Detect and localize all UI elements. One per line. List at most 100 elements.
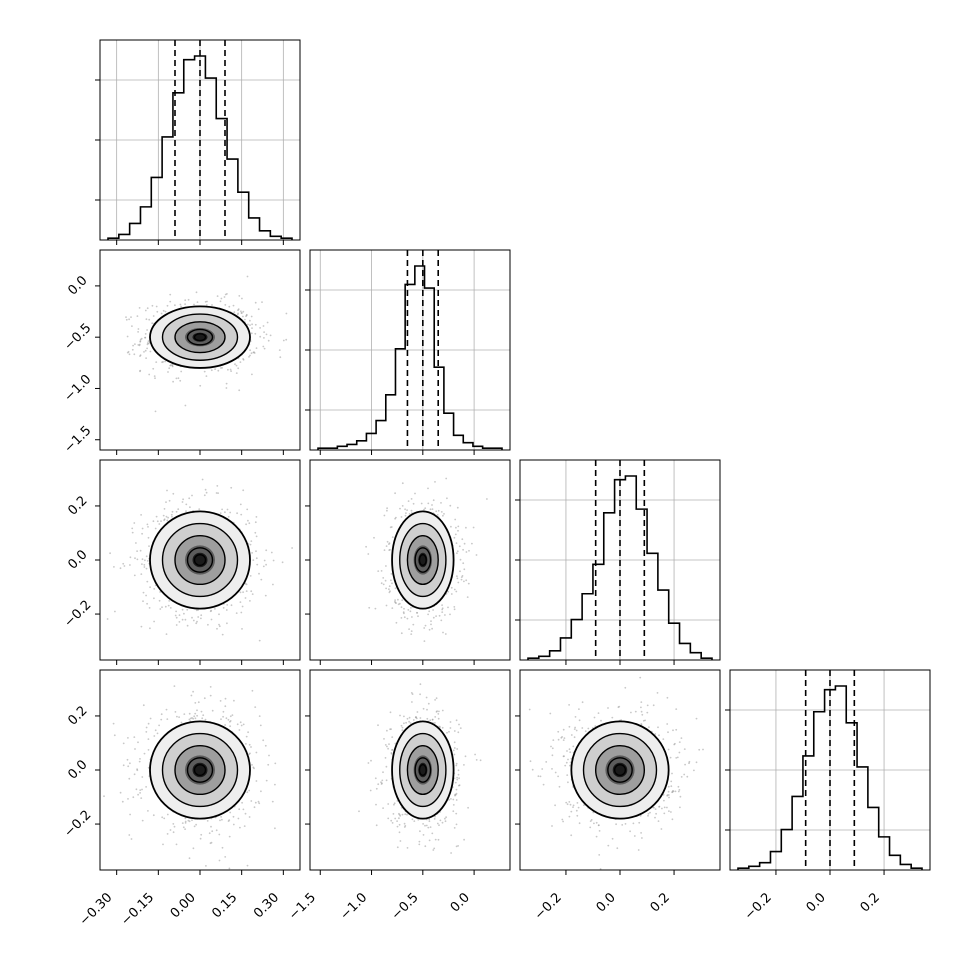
sample-point [245,743,247,745]
sample-point [205,719,207,721]
sample-point [236,365,238,367]
sample-point [184,299,186,301]
sample-point [217,370,219,372]
sample-point [251,764,253,766]
sample-point [182,619,184,621]
sample-point [368,762,370,764]
sample-point [113,566,115,568]
sample-point [390,579,392,581]
sample-point [242,489,244,491]
sample-point [220,300,222,302]
sample-point [176,617,178,619]
sample-point [128,318,130,320]
sample-point [120,792,122,794]
sample-point [465,527,467,529]
sample-point [416,612,418,614]
sample-point [434,699,436,701]
sample-point [459,570,461,572]
sample-point [200,614,202,616]
sample-point [137,315,139,317]
scatter-panel-2-1: −1.5−1.0−0.50.0 [62,250,300,456]
sample-point [457,550,459,552]
sample-point [139,758,141,760]
sample-point [179,614,181,616]
sample-point [394,492,396,494]
sample-point [439,615,441,617]
sample-point [146,727,148,729]
sample-point [207,624,209,626]
sample-point [393,813,395,815]
sample-point [162,361,164,363]
sample-point [217,492,219,494]
sample-point [438,824,440,826]
sample-point [230,720,232,722]
sample-point [157,520,159,522]
sample-point [220,512,222,514]
sample-point [237,313,239,315]
sample-point [181,722,183,724]
sample-point [211,830,213,832]
sample-point [670,757,672,759]
sample-point [114,734,116,736]
y-tick-label: 0.0 [65,757,90,782]
sample-point [655,813,657,815]
sample-point [162,844,164,846]
sample-point [464,543,466,545]
sample-point [252,559,254,561]
sample-point [462,575,464,577]
sample-point [179,380,181,382]
sample-point [402,482,404,484]
sample-point [145,595,147,597]
sample-point [251,327,253,329]
sample-point [220,816,222,818]
sample-point [147,560,149,562]
sample-point [153,588,155,590]
sample-point [274,827,276,829]
sample-point [172,381,174,383]
sample-point [193,304,195,306]
sample-point [385,744,387,746]
sample-point [445,633,447,635]
sample-point [124,565,126,567]
sample-point [447,607,449,609]
sample-point [175,711,177,713]
sample-point [134,343,136,345]
sample-point [639,677,641,679]
sample-point [599,830,601,832]
sample-point [137,559,139,561]
sample-point [241,628,243,630]
sample-point [449,505,451,507]
sample-point [180,306,182,308]
sample-point [140,573,142,575]
sample-point [389,542,391,544]
sample-point [145,731,147,733]
sample-point [386,746,388,748]
sample-point [456,799,458,801]
sample-point [403,608,405,610]
sample-point [237,367,239,369]
sample-point [166,516,168,518]
sample-point [428,703,430,705]
sample-point [137,331,139,333]
sample-point [226,717,228,719]
sample-point [148,749,150,751]
sample-point [259,640,261,642]
sample-point [407,618,409,620]
sample-point [259,336,261,338]
sample-point [148,723,150,725]
sample-point [434,722,436,724]
sample-point [480,759,482,761]
sample-point [195,717,197,719]
sample-point [148,319,150,321]
sample-point [145,310,147,312]
sample-point [408,500,410,502]
sample-point [423,834,425,836]
sample-point [219,820,221,822]
sample-point [465,755,467,757]
sample-point [196,709,198,711]
sample-point [576,810,578,812]
sample-point [427,614,429,616]
sample-point [457,731,459,733]
sample-point [226,604,228,606]
sample-point [566,750,568,752]
